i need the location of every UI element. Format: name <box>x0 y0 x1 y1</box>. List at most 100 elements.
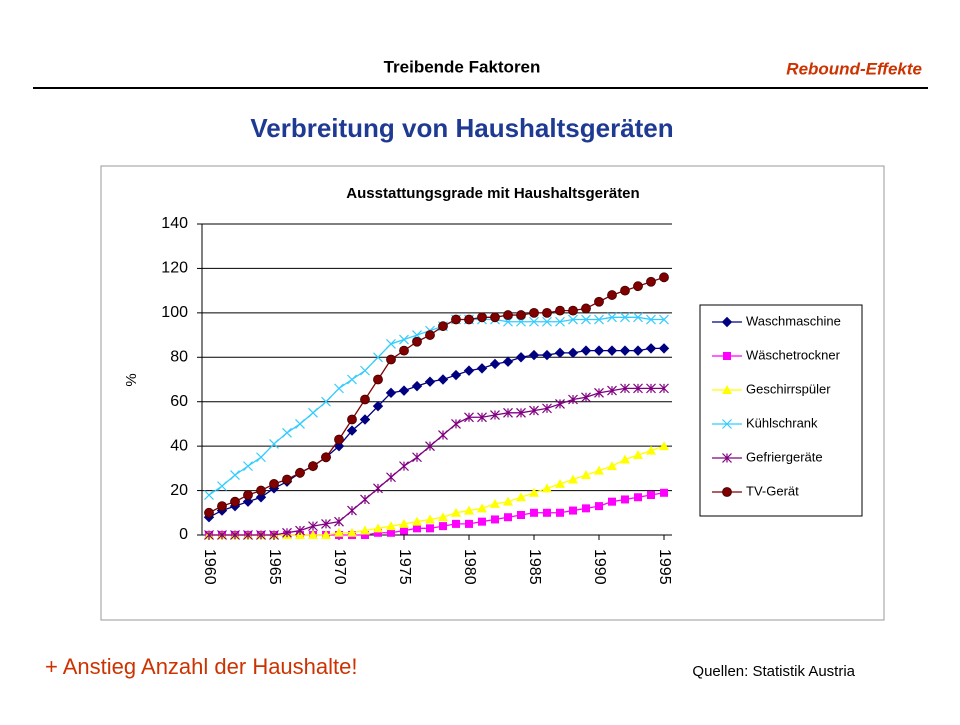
point <box>308 530 318 539</box>
point <box>438 430 448 440</box>
point <box>516 492 526 502</box>
point <box>568 394 578 405</box>
point <box>398 385 410 396</box>
point <box>490 312 500 323</box>
point <box>242 496 254 507</box>
point <box>386 521 396 531</box>
point <box>660 488 668 497</box>
point <box>439 522 447 531</box>
point <box>346 425 358 436</box>
legend-marker <box>722 487 732 497</box>
point <box>555 399 565 409</box>
point <box>567 347 579 359</box>
series-line <box>209 387 664 536</box>
point <box>321 396 331 407</box>
point <box>425 514 435 524</box>
point <box>412 452 422 463</box>
point <box>516 310 526 320</box>
y-axis-label: % <box>123 373 140 386</box>
point <box>373 374 383 385</box>
point <box>632 345 644 356</box>
point <box>607 290 617 300</box>
point <box>347 374 357 385</box>
point <box>464 412 474 423</box>
point <box>593 345 605 356</box>
point <box>542 307 552 318</box>
point <box>230 470 240 480</box>
point <box>541 349 553 361</box>
point <box>347 527 357 537</box>
point <box>360 394 370 405</box>
point <box>503 407 513 418</box>
point <box>321 518 331 529</box>
point <box>360 494 370 505</box>
point <box>386 339 396 349</box>
point <box>282 474 292 485</box>
point <box>620 383 630 394</box>
point <box>465 519 473 528</box>
point <box>491 515 499 524</box>
point <box>373 523 383 533</box>
x-tick-label: 1965 <box>266 549 283 585</box>
point <box>361 531 369 539</box>
point <box>556 508 564 517</box>
point <box>581 470 591 480</box>
point <box>502 356 514 367</box>
point <box>426 524 434 533</box>
point <box>608 497 616 506</box>
point <box>438 321 448 332</box>
point <box>243 461 253 472</box>
point <box>400 526 408 535</box>
y-tick-label: 20 <box>170 482 188 499</box>
point <box>204 530 214 540</box>
point <box>269 479 279 489</box>
x-tick-label: 1970 <box>331 549 348 585</box>
x-tick-label: 1985 <box>526 549 543 585</box>
point <box>413 524 421 533</box>
point <box>633 383 643 394</box>
legend-label: Geschirrspüler <box>746 381 831 396</box>
point <box>255 492 267 503</box>
point <box>529 307 539 318</box>
footer-note: + Anstieg Anzahl der Haushalte! <box>45 654 358 679</box>
point <box>256 485 266 496</box>
point <box>569 506 577 515</box>
legend-marker <box>722 419 732 429</box>
topic-title: Rebound-Effekte <box>786 59 922 78</box>
point <box>359 414 371 425</box>
point <box>568 314 578 325</box>
y-tick-label: 0 <box>179 526 188 543</box>
point <box>607 385 617 396</box>
point <box>424 376 436 387</box>
point <box>517 511 525 520</box>
point <box>425 441 435 452</box>
point <box>256 452 266 463</box>
point <box>386 472 396 483</box>
point <box>463 365 475 376</box>
point <box>204 490 214 500</box>
point <box>607 312 617 323</box>
y-tick-label: 140 <box>161 215 188 232</box>
point <box>464 314 474 325</box>
point <box>387 528 395 537</box>
point <box>425 330 435 340</box>
chart-title: Ausstattungsgrade mit Haushaltsgeräten <box>346 185 639 202</box>
point <box>646 383 656 394</box>
point <box>477 412 487 423</box>
point <box>634 493 642 502</box>
point <box>295 467 305 478</box>
y-tick-label: 60 <box>170 393 188 410</box>
point <box>646 314 656 325</box>
point <box>542 403 552 414</box>
point <box>594 314 604 325</box>
point <box>633 281 643 292</box>
y-tick-label: 40 <box>170 437 188 454</box>
point <box>373 483 383 494</box>
legend-label: Gefriergeräte <box>746 449 823 464</box>
point <box>230 530 240 540</box>
point <box>334 516 344 527</box>
point <box>555 316 565 327</box>
point <box>372 400 384 412</box>
point <box>452 519 460 528</box>
point <box>555 305 565 316</box>
